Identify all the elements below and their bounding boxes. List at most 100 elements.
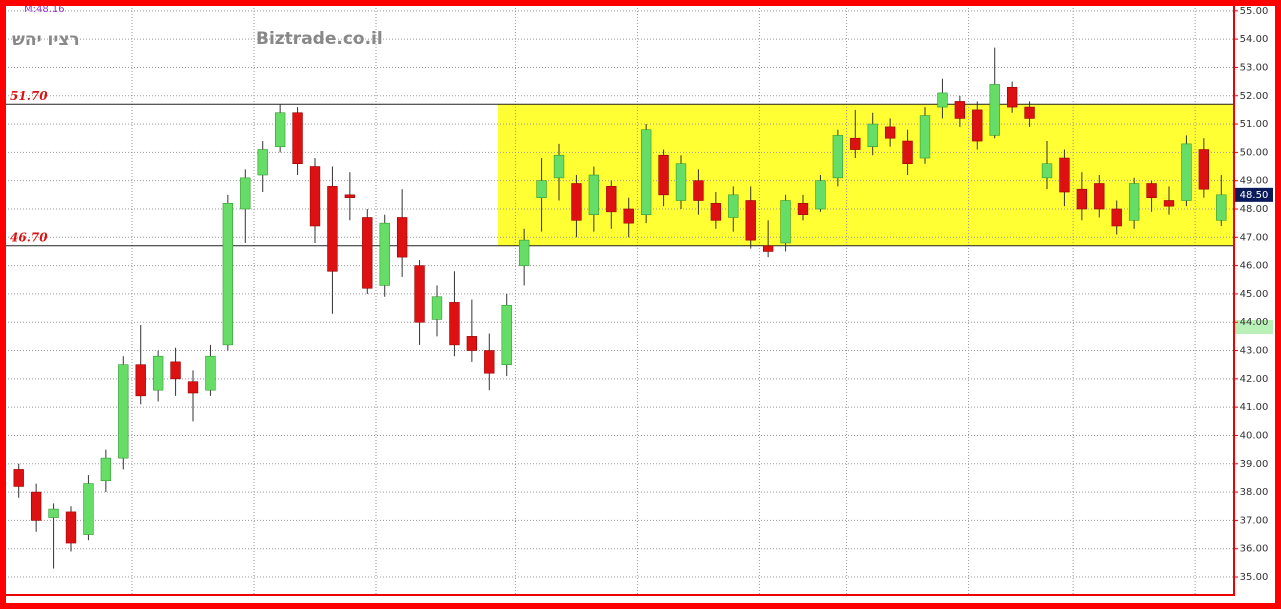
y-tick-label: 41.00 xyxy=(1240,402,1269,413)
last-price-label: 48.50 xyxy=(1240,190,1269,201)
candle-body xyxy=(292,112,303,165)
y-tick-label: 49.00 xyxy=(1240,176,1269,187)
candle-body xyxy=(48,508,59,518)
candle-body xyxy=(431,296,443,320)
candle-body xyxy=(379,222,390,286)
candle-body xyxy=(675,163,687,201)
candle-body xyxy=(309,166,321,227)
candle-body xyxy=(65,511,77,544)
candle-body xyxy=(1216,194,1227,221)
candle-body xyxy=(815,180,826,210)
candle-body xyxy=(118,364,129,459)
axis-marker xyxy=(1235,320,1273,334)
candle-body xyxy=(484,350,495,374)
y-tick-label: 42.00 xyxy=(1240,374,1269,385)
candle-body xyxy=(135,364,146,397)
candle-body xyxy=(396,217,408,258)
indicator-label: M:48.16 xyxy=(24,4,65,15)
candle-body xyxy=(937,92,948,108)
candle-body xyxy=(797,203,809,215)
candle-body xyxy=(989,84,1000,136)
candle-body xyxy=(972,109,983,142)
candle-body xyxy=(884,126,896,139)
candle-body xyxy=(170,361,181,380)
candle-body xyxy=(902,140,913,165)
y-tick-label: 35.00 xyxy=(1240,572,1269,583)
y-tick-label: 54.00 xyxy=(1240,34,1269,45)
candle-body xyxy=(1006,86,1018,108)
candle-body xyxy=(30,491,42,521)
candle-body xyxy=(83,483,94,535)
y-tick-label: 45.00 xyxy=(1240,289,1269,300)
candle-body xyxy=(1128,183,1140,221)
y-tick-label: 44.00 xyxy=(1240,317,1269,328)
candle-body xyxy=(1041,163,1053,179)
candle-body xyxy=(205,355,216,391)
candle-body xyxy=(536,180,547,198)
candle-body xyxy=(606,186,617,213)
candle-body xyxy=(327,186,338,272)
level-label: 51.70 xyxy=(10,89,48,103)
candle-body xyxy=(553,154,565,179)
y-tick-label: 50.00 xyxy=(1240,147,1269,158)
candle-body xyxy=(832,135,844,179)
y-tick-label: 48.00 xyxy=(1240,204,1269,215)
candle-body xyxy=(362,217,373,289)
y-tick-label: 36.00 xyxy=(1240,544,1269,555)
plot-area: 51.70 46.70 xyxy=(4,8,1234,594)
y-tick-label: 38.00 xyxy=(1240,487,1269,498)
chart-title: רציו יהש xyxy=(12,30,80,50)
candle-body xyxy=(240,177,251,210)
candle-body xyxy=(1163,200,1175,207)
candle-body xyxy=(571,183,582,221)
y-tick-label: 40.00 xyxy=(1240,430,1269,441)
candle-body xyxy=(1181,143,1192,201)
candle-body xyxy=(1198,149,1210,190)
candle-body xyxy=(466,336,478,351)
candle-body xyxy=(762,245,774,252)
candle-body xyxy=(919,115,931,159)
candle-body xyxy=(100,457,112,482)
candle-body xyxy=(501,304,512,365)
candle-body xyxy=(152,355,164,391)
candle-body xyxy=(1059,157,1070,193)
candle-body xyxy=(414,265,425,323)
candle-body xyxy=(187,381,199,394)
candle-body xyxy=(222,203,234,346)
candle-body xyxy=(867,123,878,148)
candle-body xyxy=(658,154,669,196)
y-tick-label: 46.00 xyxy=(1240,261,1269,272)
y-tick-label: 53.00 xyxy=(1240,62,1269,73)
candle-body xyxy=(693,180,704,201)
y-tick-label: 52.00 xyxy=(1240,91,1269,102)
y-tick-label: 51.00 xyxy=(1240,119,1269,130)
candle-body xyxy=(1076,188,1088,210)
candle-body xyxy=(728,194,739,218)
candle-body xyxy=(13,469,24,487)
candle-body xyxy=(518,239,530,266)
candle-body xyxy=(449,302,460,346)
watermark: Biztrade.co.il xyxy=(256,29,383,49)
candle-body xyxy=(850,137,861,150)
highlight-zone xyxy=(498,104,1234,246)
level-label: 46.70 xyxy=(10,230,48,244)
y-tick-label: 55.00 xyxy=(1240,6,1269,17)
candle-body xyxy=(274,112,286,148)
candle-body xyxy=(257,149,268,176)
last-price-box xyxy=(1235,187,1273,202)
candle-body xyxy=(954,101,966,119)
candle-body xyxy=(1024,106,1035,119)
candle-body xyxy=(1146,183,1157,198)
candle-body xyxy=(1094,183,1105,210)
candle-body xyxy=(1111,208,1122,227)
y-tick-label: 39.00 xyxy=(1240,459,1269,470)
candle-body xyxy=(588,174,600,215)
candle-body xyxy=(780,200,791,244)
y-tick-label: 37.00 xyxy=(1240,515,1269,526)
candle-body xyxy=(623,208,634,224)
y-tick-label: 43.00 xyxy=(1240,346,1269,357)
